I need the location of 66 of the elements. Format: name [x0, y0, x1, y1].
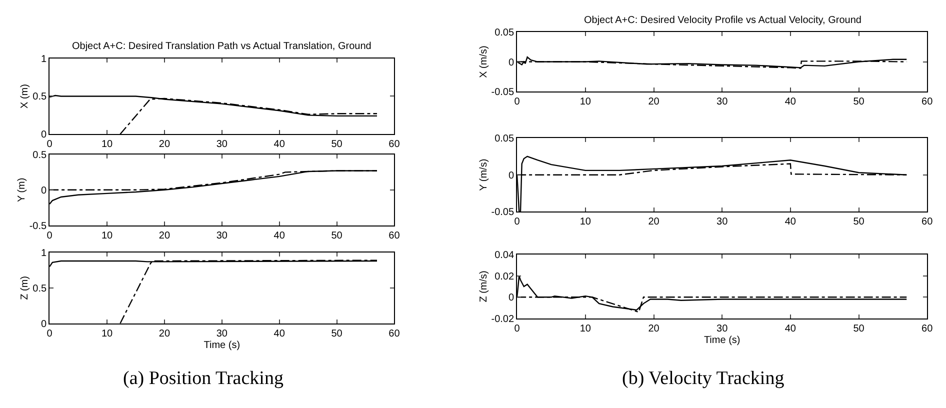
y-axis-title: X (m)	[20, 84, 31, 108]
text: (a) Position Tracking	[123, 368, 284, 389]
y-tick-label: 0	[40, 130, 47, 141]
x-tick-label: 50	[853, 324, 865, 334]
x-tick-label: 40	[274, 328, 286, 340]
x-tick-label: 60	[388, 139, 400, 150]
x-tick-label: 30	[216, 230, 228, 242]
y-tick-label: 1	[40, 248, 47, 259]
y-tick-label: 0.02	[494, 271, 514, 282]
x-tick-label: 60	[922, 324, 934, 334]
x-tick-label: 20	[158, 230, 170, 242]
x-tick-label: 20	[648, 96, 660, 108]
x-tick-label: 40	[274, 230, 286, 242]
x-axis-title: Time (s)	[204, 340, 240, 351]
x-tick-label: 60	[922, 96, 934, 108]
y-tick-label: 0.05	[494, 133, 514, 144]
x-tick-label: 60	[388, 328, 400, 340]
x-tick-label: 40	[274, 139, 286, 150]
y-tick-label: 0	[40, 185, 47, 196]
x-tick-label: 10	[101, 328, 113, 340]
y-axis-title: X (m/s)	[478, 46, 490, 78]
y-axis-title: Z (m/s)	[478, 270, 490, 302]
x-tick-label: 30	[716, 96, 728, 108]
x-tick-label: 50	[853, 96, 865, 108]
x-tick-label: 40	[784, 324, 796, 334]
y-tick-label: 0	[508, 292, 514, 304]
y-tick-label: 0	[508, 57, 514, 68]
x-tick-label: 60	[388, 230, 400, 242]
x-tick-label: 10	[101, 230, 113, 242]
y-tick-label: -0.05	[491, 207, 514, 218]
x-tick-label: 10	[580, 216, 592, 228]
x-tick-label: 60	[922, 216, 934, 228]
x-tick-label: 40	[784, 216, 796, 228]
y-tick-label: 0.5	[32, 283, 47, 294]
y-tick-label: -0.5	[29, 220, 47, 232]
x-tick-label: 20	[648, 216, 660, 228]
x-tick-label: 20	[648, 324, 660, 334]
x-tick-label: 50	[853, 216, 865, 228]
x-tick-label: 30	[716, 324, 728, 334]
y-axis-title: Y (m)	[16, 178, 28, 202]
y-tick-label: 0.5	[32, 150, 47, 161]
y-axis-title: Z (m)	[20, 276, 31, 300]
x-tick-label: 30	[216, 328, 228, 340]
y-tick-label: 0	[508, 170, 514, 182]
text: (b) Velocity Tracking	[622, 368, 785, 389]
y-tick-label: -0.02	[491, 314, 514, 325]
y-axis-title: Y (m/s)	[478, 158, 490, 191]
y-tick-label: 0.05	[494, 28, 514, 39]
x-tick-label: 50	[331, 328, 343, 340]
x-axis-title: Time (s)	[704, 335, 740, 346]
x-tick-label: 50	[331, 139, 343, 150]
x-tick-label: 30	[716, 216, 728, 228]
x-tick-label: 20	[158, 139, 170, 150]
x-tick-label: 10	[101, 139, 113, 150]
x-tick-label: 40	[784, 96, 796, 108]
y-tick-label: 1	[40, 54, 47, 65]
x-tick-label: 30	[216, 139, 228, 150]
x-tick-label: 20	[158, 328, 170, 340]
y-tick-label: 0.5	[32, 92, 47, 103]
chart-title: Object A+C: Desired Translation Path vs Actual Translation, Ground	[72, 41, 372, 52]
y-tick-label: -0.05	[491, 86, 514, 98]
x-tick-label: 10	[580, 96, 592, 108]
y-tick-label: 0.04	[494, 250, 514, 261]
x-tick-label: 50	[331, 230, 343, 242]
chart-title: Object A+C: Desired Velocity Profile vs Actual Velocity, Ground	[584, 15, 862, 26]
x-tick-label: 10	[580, 324, 592, 334]
